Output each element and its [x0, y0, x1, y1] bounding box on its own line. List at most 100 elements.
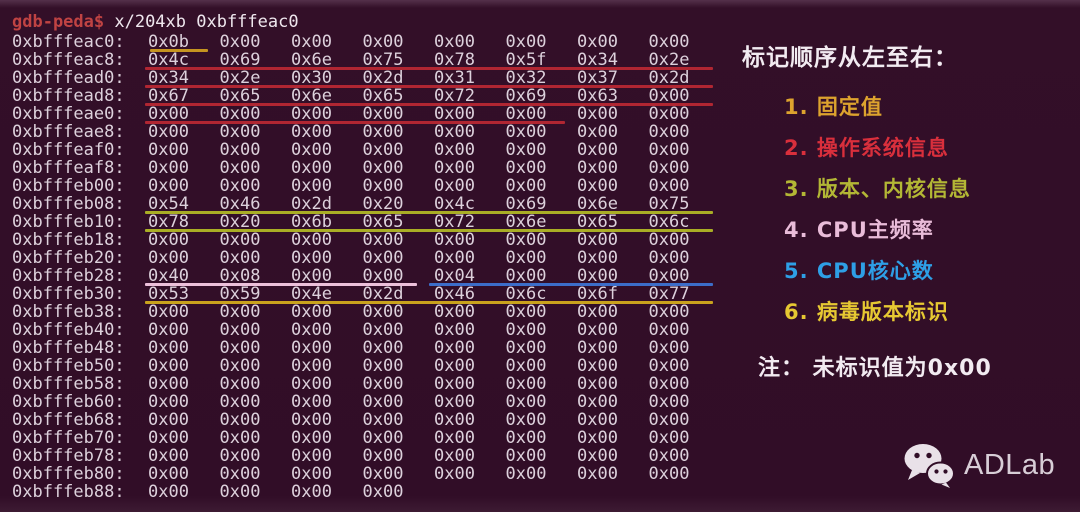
byte-value: 0x00	[219, 338, 261, 358]
byte-value: 0x00	[219, 104, 261, 124]
byte-value: 0x00	[505, 302, 547, 322]
byte-value: 0x54	[148, 194, 189, 214]
byte-value: 0x00	[291, 338, 332, 358]
memory-row: 0xbfffeae8: 0x00 0x00 0x00 0x00 0x00 0x00 0x00 0…	[12, 123, 720, 141]
byte-value: 0x00	[291, 32, 332, 52]
address-label: 0xbfffeb08:	[12, 194, 125, 214]
byte-value: 0x00	[648, 140, 690, 160]
byte-value: 0x00	[505, 140, 547, 160]
byte-value: 0x00	[648, 122, 690, 142]
underline-mark-os-info	[145, 67, 713, 70]
address-label: 0xbfffeac8:	[12, 50, 125, 70]
memory-rows: 0xbfffeac0: 0x0b 0x00 0x00 0x00 0x00 0x00 0x00 0…	[12, 33, 720, 501]
byte-value: 0x00	[434, 338, 475, 358]
byte-value: 0x00	[148, 464, 189, 484]
legend-items: 1. 固定值 2. 操作系统信息 3. 版本、内核信息 4. CPU主频率 5. CPU…	[784, 94, 971, 326]
byte-value: 0x00	[148, 230, 189, 250]
byte-value: 0x00	[362, 374, 404, 394]
byte-value: 0x00	[577, 374, 618, 394]
byte-value: 0x00	[648, 338, 690, 358]
byte-value: 0x2d	[362, 68, 404, 88]
byte-value: 0x4c	[434, 194, 475, 214]
byte-value: 0x5f	[505, 50, 547, 70]
byte-value: 0x00	[648, 176, 690, 196]
byte-value: 0x00	[148, 410, 189, 430]
byte-value: 0x00	[434, 248, 475, 268]
byte-value: 0x00	[148, 428, 189, 448]
memory-row: 0xbfffeaf8: 0x00 0x00 0x00 0x00 0x00 0x00 0x00 0…	[12, 159, 720, 177]
memory-row: 0xbfffeb88: 0x00 0x00 0x00 0x00	[12, 483, 720, 501]
byte-value: 0x00	[648, 464, 690, 484]
byte-value: 0x6b	[291, 212, 332, 232]
byte-value: 0x2d	[648, 68, 690, 88]
address-label: 0xbfffeaf0:	[12, 140, 125, 160]
byte-value: 0x00	[505, 266, 547, 286]
byte-value: 0x0b	[148, 32, 189, 52]
byte-value: 0x65	[362, 212, 404, 232]
byte-value: 0x00	[577, 338, 618, 358]
byte-value: 0x00	[362, 140, 404, 160]
byte-value: 0x65	[362, 86, 404, 106]
memory-row: 0xbfffeb08: 0x54 0x46 0x2d 0x20 0x4c 0x69 0x6e 0…	[12, 194, 720, 214]
byte-value: 0x00	[219, 428, 261, 448]
byte-value: 0x00	[362, 446, 404, 466]
underline-mark-kernel-info	[145, 229, 713, 232]
byte-value: 0x00	[148, 482, 189, 502]
byte-value: 0x00	[648, 248, 690, 268]
byte-value: 0x00	[291, 122, 332, 142]
memory-row: 0xbfffeac8: 0x4c 0x69 0x6e 0x75 0x78 0x5f 0x34 0…	[12, 50, 720, 70]
byte-value: 0x00	[577, 266, 618, 286]
byte-value: 0x00	[648, 266, 690, 286]
byte-value: 0x00	[505, 320, 547, 340]
byte-value: 0x00	[648, 446, 690, 466]
byte-value: 0x00	[648, 86, 690, 106]
byte-value: 0x00	[219, 140, 261, 160]
memory-row: 0xbfffeb28: 0x40 0x08 0x00 0x00 0x04 0x00 0x00 0…	[12, 266, 720, 286]
byte-value: 0x00	[291, 104, 332, 124]
gdb-peda-prompt: gdb-peda$	[12, 12, 105, 32]
legend-item: 1. 固定值	[784, 95, 883, 119]
byte-value: 0x2e	[648, 50, 690, 70]
address-label: 0xbfffead0:	[12, 68, 125, 88]
byte-value: 0x00	[148, 176, 189, 196]
address-label: 0xbfffeb70:	[12, 428, 125, 448]
byte-value: 0x00	[505, 122, 547, 142]
address-label: 0xbfffeb68:	[12, 410, 125, 430]
byte-value: 0x6f	[577, 284, 618, 304]
adlab-watermark: ADLab	[903, 442, 1055, 488]
legend-item: 6. 病毒版本标识	[784, 300, 949, 324]
memory-row: 0xbfffeb78: 0x00 0x00 0x00 0x00 0x00 0x00 0x00 0…	[12, 447, 720, 465]
byte-value: 0x67	[148, 86, 189, 106]
byte-value: 0x75	[648, 194, 690, 214]
byte-value: 0x6e	[291, 86, 332, 106]
memory-row: 0xbfffeb00: 0x00 0x00 0x00 0x00 0x00 0x00 0x00 0…	[12, 177, 720, 195]
byte-value: 0x00	[219, 176, 261, 196]
byte-value: 0x00	[577, 32, 618, 52]
address-label: 0xbfffeb88:	[12, 482, 125, 502]
underline-mark-os-info	[145, 103, 713, 106]
byte-value: 0x00	[148, 302, 189, 322]
address-label: 0xbfffeb28:	[12, 266, 125, 286]
byte-value: 0x34	[577, 50, 618, 70]
byte-value: 0x00	[219, 158, 261, 178]
byte-value: 0x00	[291, 140, 332, 160]
byte-value: 0x00	[148, 392, 189, 412]
byte-value: 0x00	[148, 140, 189, 160]
byte-value: 0x00	[434, 374, 475, 394]
byte-value: 0x00	[505, 410, 547, 430]
byte-value: 0x00	[505, 32, 547, 52]
byte-value: 0x69	[219, 50, 261, 70]
byte-value: 0x00	[577, 230, 618, 250]
byte-value: 0x00	[577, 446, 618, 466]
byte-value: 0x00	[291, 248, 332, 268]
byte-value: 0x00	[148, 374, 189, 394]
byte-value: 0x00	[219, 248, 261, 268]
byte-value: 0x00	[434, 158, 475, 178]
byte-value: 0x00	[434, 464, 475, 484]
address-label: 0xbfffeae8:	[12, 122, 125, 142]
memory-row: 0xbfffeb40: 0x00 0x00 0x00 0x00 0x00 0x00 0x00 0…	[12, 321, 720, 339]
byte-value: 0x20	[219, 212, 261, 232]
byte-value: 0x20	[362, 194, 404, 214]
byte-value: 0x40	[148, 266, 189, 286]
byte-value: 0x00	[219, 392, 261, 412]
